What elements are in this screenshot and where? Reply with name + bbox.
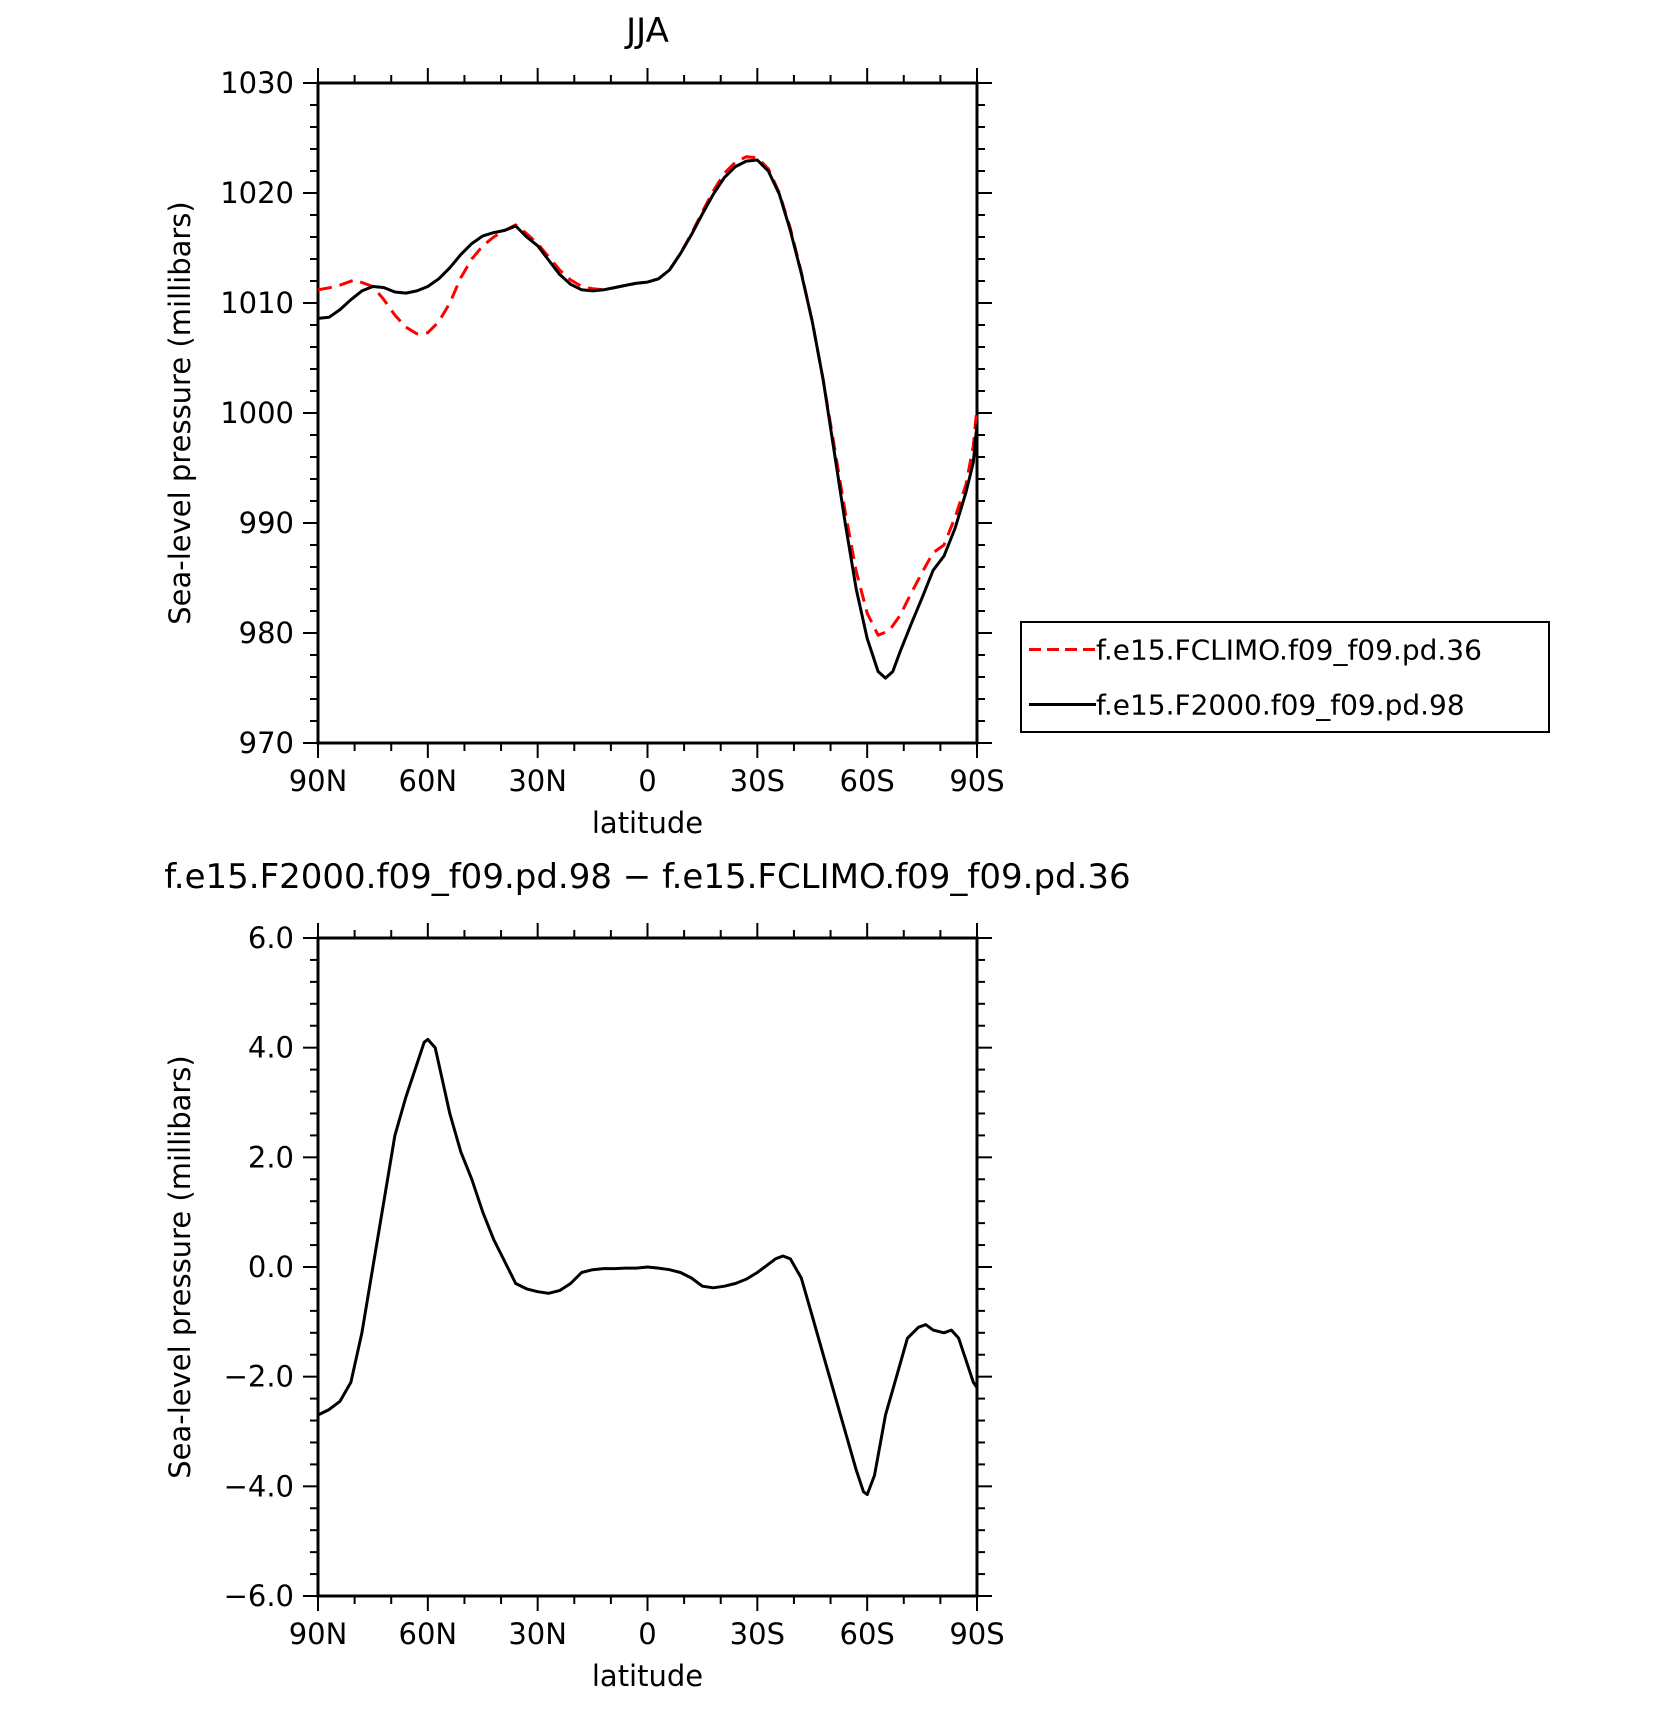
y-tick-label: −2.0 (224, 1360, 294, 1394)
y-axis-label: Sea-level pressure (millibars) (163, 1055, 197, 1478)
x-tick-label: 60N (399, 1617, 458, 1651)
y-tick-label: 980 (239, 616, 294, 650)
y-tick-label: 2.0 (248, 1140, 294, 1174)
y-tick-label: 1020 (220, 176, 294, 210)
y-tick-label: 970 (239, 726, 294, 760)
x-tick-label: 30N (508, 764, 567, 798)
x-tick-label: 90N (289, 1617, 348, 1651)
y-tick-label: 990 (239, 506, 294, 540)
legend-label: f.e15.F2000.f09_f09.pd.98 (1096, 689, 1465, 722)
plot-frame (316, 81, 979, 745)
x-tick-label: 30S (730, 764, 785, 798)
y-tick-label: 6.0 (248, 921, 294, 955)
x-tick-label: 90N (289, 764, 348, 798)
chart-title: f.e15.F2000.f09_f09.pd.98 − f.e15.FCLIMO… (164, 857, 1130, 897)
legend-box (1020, 621, 1550, 733)
x-tick-label: 0 (638, 764, 656, 798)
top-chart: JJA 90N 60N 30N 0 30S 60S 90S 970 980 990 1000 1010 1… (163, 11, 1550, 840)
series-line (317, 1037, 979, 1497)
y-tick-label: 1030 (220, 66, 294, 100)
x-tick-label: 0 (638, 1617, 656, 1651)
x-tick-label: 60S (840, 764, 895, 798)
legend-label: f.e15.FCLIMO.f09_f09.pd.36 (1096, 634, 1482, 667)
y-tick-label: −4.0 (224, 1469, 294, 1503)
series-line (317, 158, 979, 680)
bottom-chart: f.e15.F2000.f09_f09.pd.98 − f.e15.FCLIMO… (163, 857, 1131, 1693)
y-axis-label: Sea-level pressure (millibars) (163, 201, 197, 624)
x-tick-label: 30N (508, 1617, 567, 1651)
y-tick-label: 0.0 (248, 1250, 294, 1284)
y-tick-label: 1010 (220, 286, 294, 320)
y-tick-label: 4.0 (248, 1031, 294, 1065)
y-tick-label: 1000 (220, 396, 294, 430)
legend: f.e15.FCLIMO.f09_f09.pd.36 f.e15.F2000.f0… (1020, 621, 1550, 733)
chart-title: JJA (624, 11, 669, 51)
x-tick-label: 90S (949, 764, 1004, 798)
x-tick-label: 30S (730, 1617, 785, 1651)
x-tick-label: 90S (949, 1617, 1004, 1651)
x-tick-label: 60N (399, 764, 458, 798)
y-tick-label: −6.0 (224, 1579, 294, 1613)
x-tick-label: 60S (840, 1617, 895, 1651)
series-line (317, 155, 979, 637)
x-axis-label: latitude (592, 806, 703, 840)
x-axis-label: latitude (592, 1659, 703, 1693)
